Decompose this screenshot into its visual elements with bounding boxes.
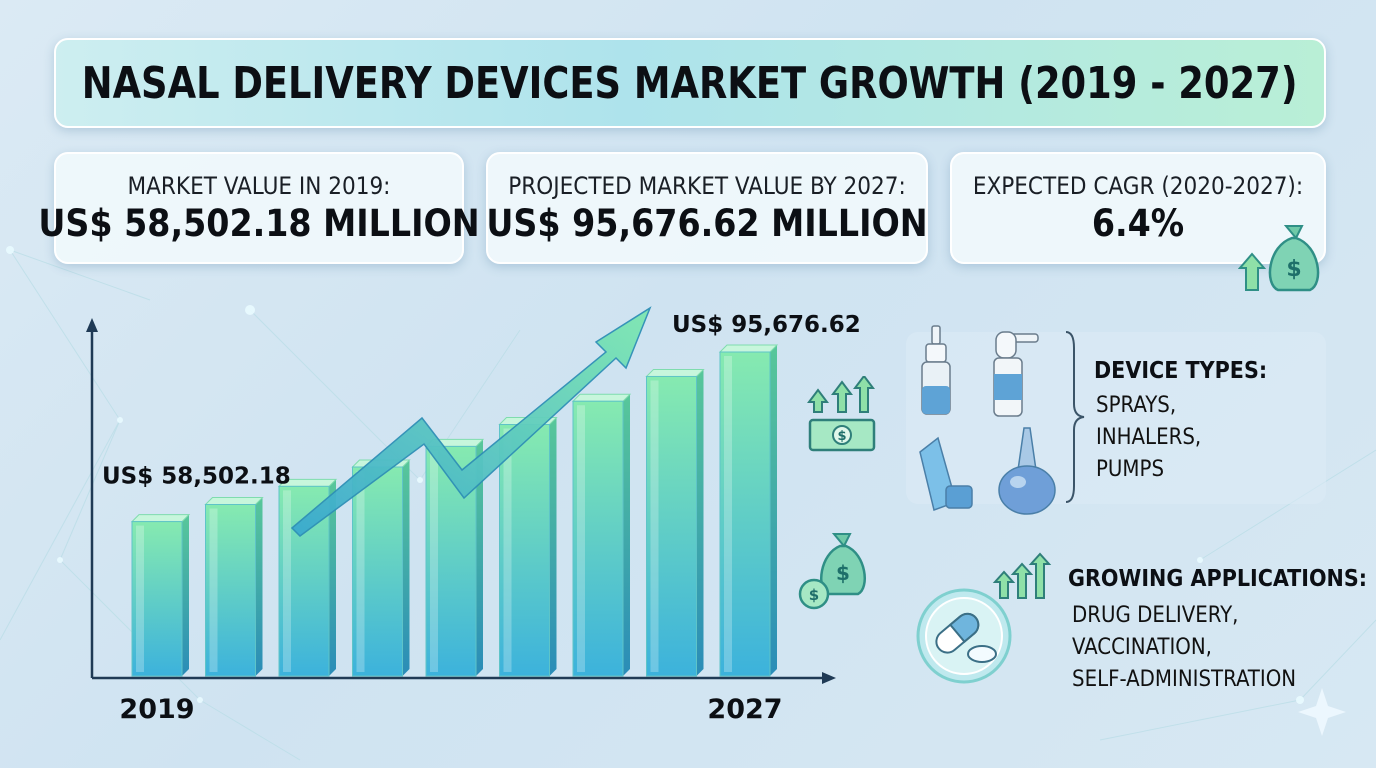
stat-label: EXPECTED CAGR (2020-2027): [972, 171, 1304, 200]
device-icons [919, 325, 1056, 515]
banknote-icon: $ [807, 376, 876, 452]
list-item: DRUG DELIVERY, [1072, 603, 1239, 628]
x-axis-arrowhead [822, 672, 836, 684]
device-types-list: SPRAYS, INHALERS, PUMPS [1096, 390, 1201, 486]
applications-list: DRUG DELIVERY, VACCINATION, SELF-ADMINIS… [1072, 600, 1296, 696]
applications-heading: GROWING APPLICATIONS: [1068, 566, 1368, 592]
data-label: US$ 95,676.62 [672, 312, 861, 338]
list-item: VACCINATION, [1072, 635, 1212, 660]
stat-value: US$ 95,676.62 MILLION [486, 201, 928, 245]
nasal-spray-icon [921, 325, 951, 415]
device-types-heading: DEVICE TYPES: [1094, 358, 1268, 384]
title-banner: NASAL DELIVERY DEVICES MARKET GROWTH (20… [54, 38, 1326, 128]
svg-text:$: $ [1286, 257, 1301, 282]
svg-text:$: $ [809, 586, 819, 604]
stat-value: 6.4% [1091, 201, 1185, 245]
list-item: SELF-ADMINISTRATION [1072, 667, 1297, 692]
bar-2019 [130, 514, 191, 677]
nasal-pump-icon [998, 427, 1056, 515]
list-item: PUMPS [1096, 457, 1165, 482]
stat-card-cagr: EXPECTED CAGR (2020-2027): 6.4% [950, 152, 1326, 264]
data-label: US$ 58,502.18 [102, 464, 291, 490]
pill-icon [916, 552, 1052, 684]
svg-text:$: $ [837, 429, 846, 444]
list-item: INHALERS, [1096, 425, 1202, 450]
svg-text:$: $ [836, 561, 850, 585]
y-axis-arrowhead [86, 318, 98, 332]
brace [1065, 331, 1085, 503]
stat-card-2027-projection: PROJECTED MARKET VALUE BY 2027: US$ 95,6… [486, 152, 928, 264]
arrow-up-icon [1238, 252, 1267, 291]
x-tick-label: 2019 [119, 694, 194, 725]
stat-card-2019-value: MARKET VALUE IN 2019: US$ 58,502.18 MILL… [38, 152, 480, 264]
coin-icon: $ $ [798, 533, 866, 610]
stat-value: US$ 58,502.18 MILLION [38, 201, 480, 245]
stat-label: MARKET VALUE IN 2019: [127, 171, 391, 200]
bar-2020 [204, 497, 264, 677]
money-bag-icon: $ [1238, 225, 1320, 292]
sparkle-icon [1298, 688, 1346, 736]
bar-2024 [498, 417, 558, 677]
page-title: NASAL DELIVERY DEVICES MARKET GROWTH (20… [82, 57, 1298, 109]
arrow-up-icon [992, 552, 1052, 599]
bar-2027 [718, 344, 779, 677]
inhaler-icon [919, 436, 973, 511]
list-item: SPRAYS, [1096, 393, 1177, 418]
trend-arrow [290, 306, 652, 537]
bar-chart: 2019 2027 US$ 58,502.18 US$ 95,676.62 [86, 306, 861, 725]
device-types-panel [906, 332, 1326, 504]
throat-spray-icon [993, 331, 1039, 417]
x-tick-label: 2027 [707, 694, 782, 725]
bar-2022 [351, 459, 411, 677]
stat-label: PROJECTED MARKET VALUE BY 2027: [508, 171, 906, 200]
bar-2025 [571, 393, 632, 677]
bar-2026 [645, 368, 705, 677]
